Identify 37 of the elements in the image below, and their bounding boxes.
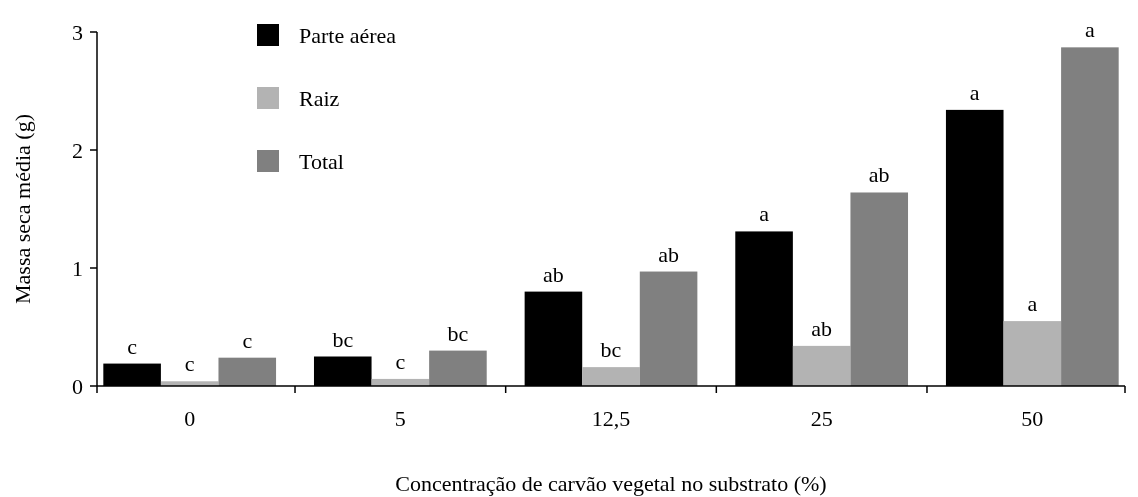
x-tick-label: 50 xyxy=(1021,406,1044,431)
data-label: c xyxy=(127,333,138,359)
x-tick-label: 0 xyxy=(184,406,196,431)
data-label: ab xyxy=(543,261,564,287)
data-label: a xyxy=(1027,291,1038,317)
data-label: ab xyxy=(868,162,890,188)
data-label: ab xyxy=(811,315,833,341)
data-label: a xyxy=(969,79,980,105)
bar xyxy=(792,345,851,386)
bar xyxy=(1061,47,1119,386)
y-tick-label: 3 xyxy=(72,19,83,45)
y-tick-label: 1 xyxy=(72,255,83,281)
bar xyxy=(218,357,277,386)
data-label: bc xyxy=(447,320,469,346)
bar xyxy=(429,350,487,386)
y-axis-title: Massa seca média (g) xyxy=(10,114,35,304)
legend-label: Parte aérea xyxy=(299,22,397,48)
x-tick-label: 12,5 xyxy=(591,406,631,431)
x-axis-title: Concentração de carvão vegetal no substrato (%) xyxy=(395,471,827,496)
data-label: bc xyxy=(332,326,354,352)
bar xyxy=(639,271,698,386)
x-tick-label: 25 xyxy=(810,406,833,431)
data-label: ab xyxy=(658,241,679,267)
legend-label: Total xyxy=(299,148,344,174)
x-tick-label: 5 xyxy=(394,406,406,431)
bar xyxy=(850,192,909,386)
y-tick-label: 2 xyxy=(72,137,83,163)
data-label: c xyxy=(395,348,406,374)
data-label: c xyxy=(242,327,253,353)
y-tick-label: 0 xyxy=(72,373,83,399)
data-label: c xyxy=(184,351,195,377)
legend-label: Raiz xyxy=(299,85,340,111)
bar xyxy=(1003,321,1062,386)
data-label: bc xyxy=(600,337,622,363)
bar xyxy=(582,367,640,386)
data-label: a xyxy=(1085,17,1096,43)
data-label: a xyxy=(759,201,770,227)
